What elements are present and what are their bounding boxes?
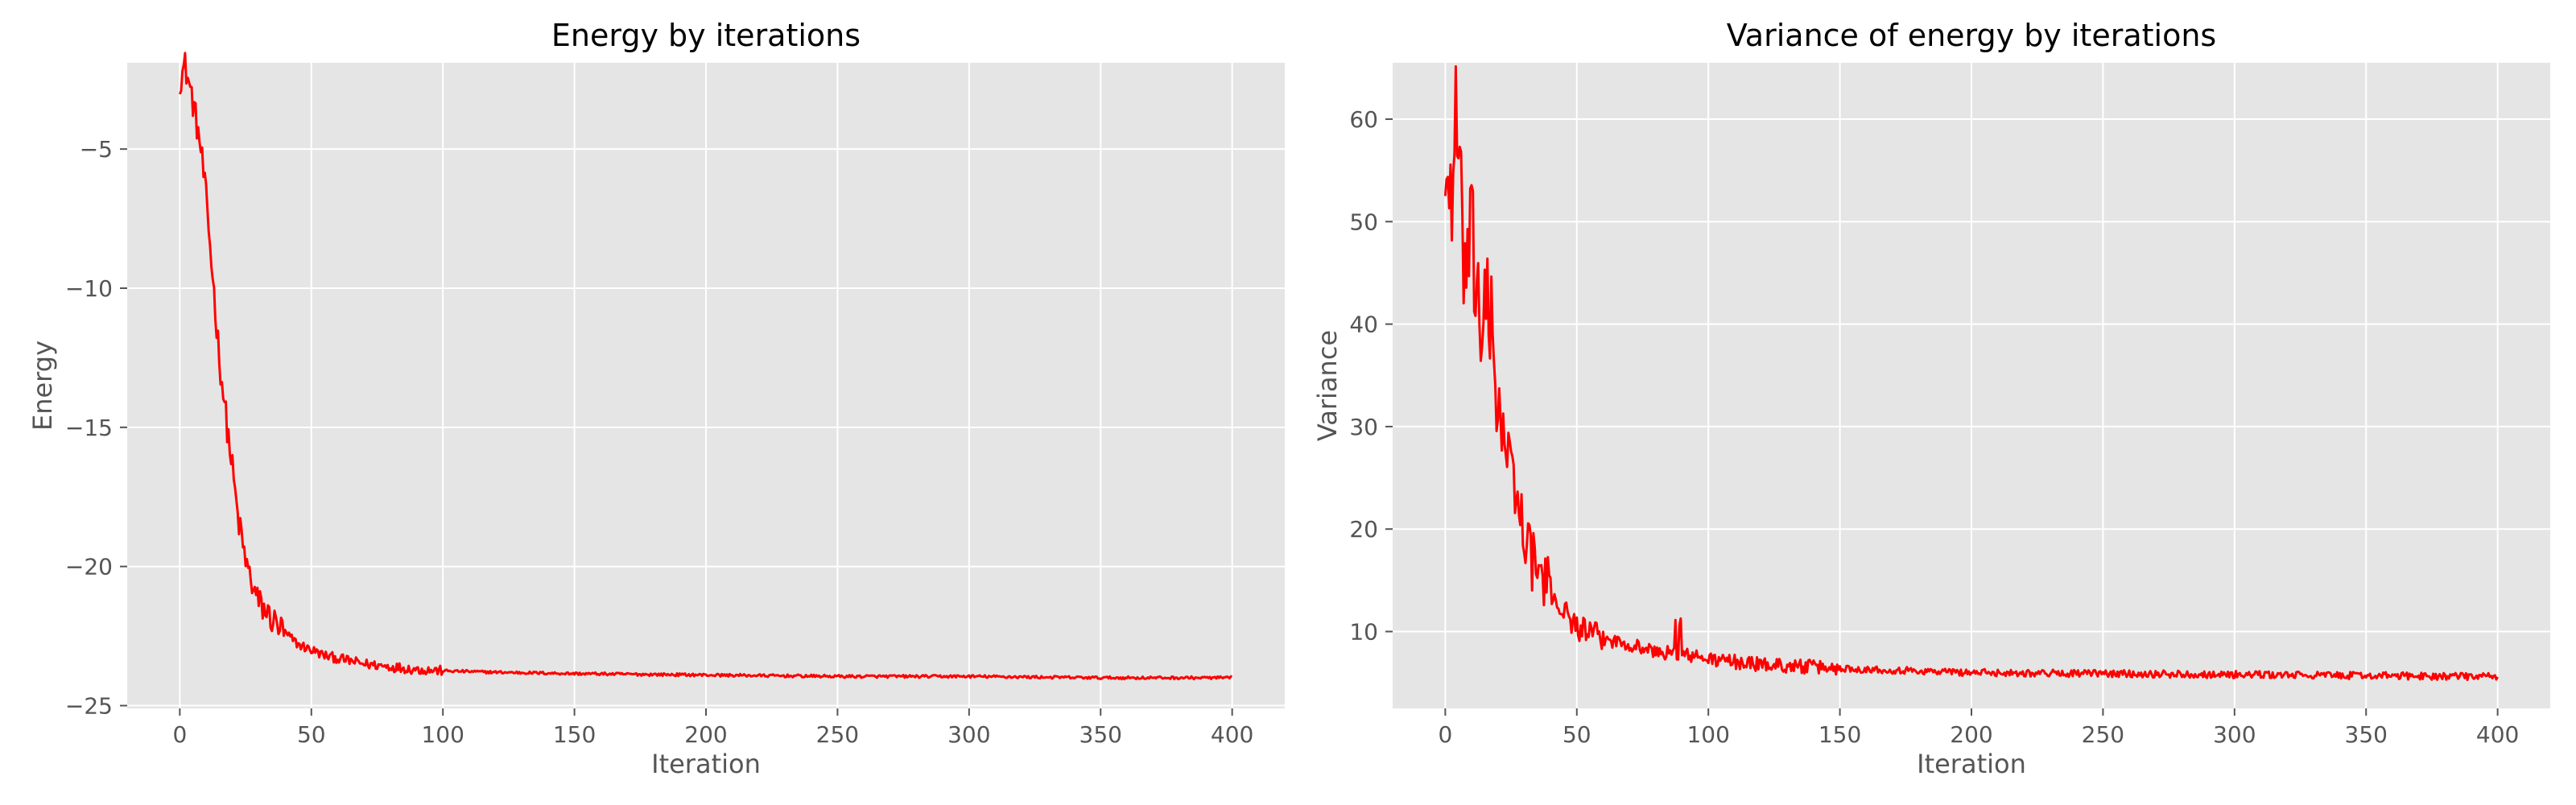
variance-x-tick-label: 0	[1438, 721, 1452, 748]
energy-y-axis-label: Energy	[27, 341, 58, 431]
variance-x-tick-label: 100	[1686, 721, 1729, 748]
variance-x-axis-label: Iteration	[1917, 749, 2026, 779]
variance-x-tick-label: 150	[1818, 721, 1861, 748]
energy-y-tick-label: −15	[65, 415, 113, 441]
variance-x-tick-label: 350	[2345, 721, 2388, 748]
variance-chart-panel: 0 50 100 150 200 250 300 350 400 10 20 30 40 50 60 Vari…	[1312, 18, 2550, 779]
variance-x-tick-label: 50	[1563, 721, 1591, 748]
energy-chart-panel: 0 50 100 150 200 250 300 350 400 −25 −20 −15 −10 −5 En…	[27, 18, 1285, 779]
variance-x-tick-label: 400	[2476, 721, 2519, 748]
variance-x-tick-label: 300	[2213, 721, 2256, 748]
energy-x-tick-label: 0	[172, 721, 187, 748]
energy-x-tick-label: 350	[1080, 721, 1122, 748]
variance-series-line	[1443, 65, 2499, 682]
variance-y-tick-label: 60	[1349, 106, 1378, 133]
energy-x-tick-label: 150	[553, 721, 596, 748]
variance-y-tick-label: 20	[1349, 516, 1378, 543]
energy-x-tick-label: 250	[816, 721, 859, 748]
energy-y-tick-label: −20	[65, 554, 113, 580]
energy-x-tick-label: 300	[947, 721, 990, 748]
energy-y-tick-label: −25	[65, 693, 113, 720]
variance-y-tick-label: 50	[1349, 208, 1378, 235]
energy-series-line	[178, 52, 1232, 681]
variance-y-tick-label: 40	[1349, 312, 1378, 338]
variance-x-tick-label: 200	[1950, 721, 1992, 748]
energy-x-tick-label: 100	[421, 721, 464, 748]
variance-x-tick-label: 250	[2082, 721, 2124, 748]
energy-chart-title: Energy by iterations	[551, 18, 861, 53]
energy-x-tick-label: 200	[684, 721, 727, 748]
variance-y-axis-label: Variance	[1312, 330, 1343, 441]
energy-x-tick-label: 400	[1211, 721, 1253, 748]
variance-y-tick-label: 10	[1349, 619, 1378, 646]
energy-x-axis-label: Iteration	[651, 749, 761, 779]
energy-y-tick-label: −10	[65, 275, 113, 302]
energy-x-tick-label: 50	[297, 721, 326, 748]
energy-y-tick-label: −5	[80, 136, 113, 163]
variance-y-tick-label: 30	[1349, 414, 1378, 440]
variance-chart-title: Variance of energy by iterations	[1727, 18, 2216, 53]
